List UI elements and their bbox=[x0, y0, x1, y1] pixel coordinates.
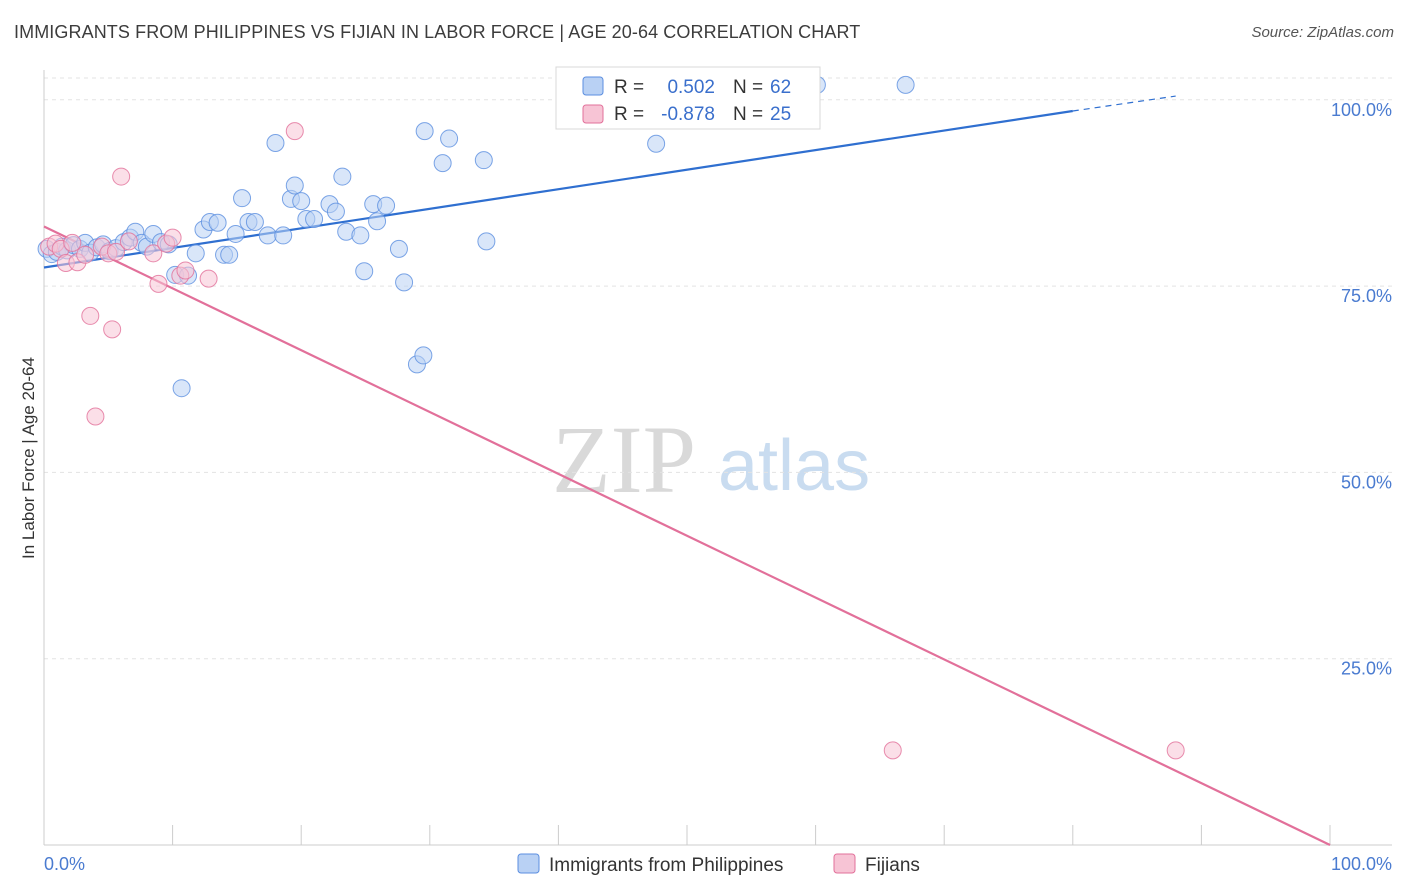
y-axis-label: In Labor Force | Age 20-64 bbox=[19, 357, 38, 559]
point-philippines bbox=[333, 167, 352, 186]
stats-n-value-2: 25 bbox=[770, 104, 791, 125]
legend-swatch-fijians bbox=[833, 853, 856, 874]
point-philippines bbox=[172, 379, 191, 398]
series-legend: Immigrants from Philippines Fijians bbox=[517, 853, 920, 876]
stats-r-label-1: R = bbox=[614, 77, 644, 98]
point-philippines bbox=[414, 346, 433, 365]
point-philippines bbox=[292, 192, 311, 211]
point-fijians bbox=[86, 407, 105, 426]
trend-line-philippines-extension bbox=[1072, 95, 1176, 112]
stats-swatch-fijians bbox=[582, 104, 604, 124]
point-philippines bbox=[647, 134, 666, 153]
point-fijians bbox=[103, 320, 122, 339]
trend-line-philippines bbox=[43, 109, 1073, 269]
point-fijians bbox=[112, 167, 131, 186]
point-fijians bbox=[119, 232, 138, 251]
trend-line-fijians bbox=[43, 225, 1331, 846]
point-philippines bbox=[389, 239, 408, 258]
point-philippines bbox=[896, 75, 915, 94]
stats-n-value-1: 62 bbox=[770, 77, 791, 98]
point-philippines bbox=[233, 189, 252, 208]
watermark-atlas: atlas bbox=[718, 426, 870, 506]
point-fijians bbox=[176, 261, 195, 280]
point-philippines bbox=[368, 212, 387, 231]
point-fijians bbox=[144, 244, 163, 263]
point-philippines bbox=[415, 122, 434, 141]
point-philippines bbox=[477, 232, 496, 251]
x-tick-label-max: 100.0% bbox=[1331, 854, 1392, 874]
point-fijians bbox=[149, 274, 168, 293]
point-philippines bbox=[220, 245, 239, 264]
point-philippines bbox=[433, 154, 452, 173]
scatter-points bbox=[37, 75, 1185, 760]
point-philippines bbox=[377, 196, 396, 215]
point-fijians bbox=[1166, 741, 1185, 760]
source-credit: Source: ZipAtlas.com bbox=[1251, 24, 1394, 41]
point-philippines bbox=[440, 129, 459, 148]
y-tick-label: 50.0% bbox=[1341, 472, 1392, 492]
point-philippines bbox=[226, 224, 245, 243]
stats-n-label-2: N = bbox=[733, 104, 763, 125]
point-fijians bbox=[63, 233, 82, 252]
point-fijians bbox=[107, 242, 126, 261]
stats-r-value-2: -0.878 bbox=[661, 104, 715, 125]
point-philippines bbox=[266, 134, 285, 153]
legend-label-philippines: Immigrants from Philippines bbox=[549, 855, 783, 876]
point-fijians bbox=[163, 228, 182, 247]
point-philippines bbox=[258, 226, 277, 245]
stats-swatch-philippines bbox=[582, 76, 604, 96]
y-tick-label: 25.0% bbox=[1341, 659, 1392, 679]
legend-swatch-philippines bbox=[517, 853, 540, 874]
chart-title: IMMIGRANTS FROM PHILIPPINES VS FIJIAN IN… bbox=[14, 22, 861, 42]
point-philippines bbox=[208, 213, 227, 232]
y-tick-label: 75.0% bbox=[1341, 286, 1392, 306]
point-philippines bbox=[305, 210, 324, 229]
point-philippines bbox=[351, 226, 370, 245]
y-axis-tick-labels: 25.0% 50.0% 75.0% 100.0% bbox=[1331, 100, 1392, 679]
x-tick-label-min: 0.0% bbox=[44, 854, 85, 874]
point-fijians bbox=[81, 306, 100, 325]
legend-label-fijians: Fijians bbox=[865, 855, 920, 876]
stats-n-label-1: N = bbox=[733, 77, 763, 98]
watermark-zip: ZIP bbox=[552, 406, 696, 513]
point-philippines bbox=[355, 262, 374, 281]
stats-r-label-2: R = bbox=[614, 104, 644, 125]
point-fijians bbox=[883, 741, 902, 760]
y-tick-label: 100.0% bbox=[1331, 100, 1392, 120]
point-fijians bbox=[76, 245, 95, 264]
point-philippines bbox=[474, 151, 493, 170]
point-philippines bbox=[395, 273, 414, 292]
trend-lines bbox=[43, 95, 1331, 846]
point-philippines bbox=[274, 226, 293, 245]
point-philippines bbox=[326, 202, 345, 221]
stats-legend: R = 0.502 N = 62 R = -0.878 N = 25 bbox=[555, 66, 821, 130]
point-philippines bbox=[285, 176, 304, 195]
point-fijians bbox=[199, 269, 218, 288]
x-axis-ticks bbox=[43, 825, 1331, 845]
stats-r-value-1: 0.502 bbox=[667, 77, 715, 98]
point-philippines bbox=[186, 244, 205, 263]
point-philippines bbox=[245, 213, 264, 232]
point-fijians bbox=[285, 122, 304, 141]
